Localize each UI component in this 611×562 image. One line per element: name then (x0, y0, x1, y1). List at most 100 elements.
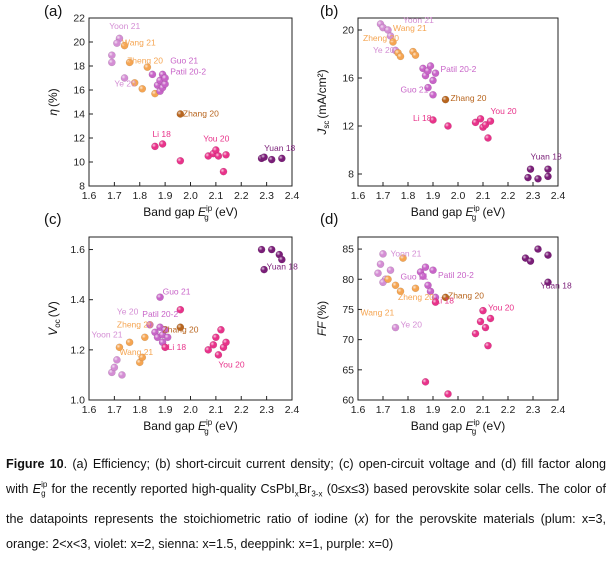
x-tick-label: 2.2 (234, 404, 249, 416)
caption-text-2: for the recently reported high-quality C… (47, 482, 295, 496)
series-annotation: Zheng 20 (127, 56, 163, 66)
data-point-highlight (212, 146, 220, 154)
data-point-highlight (386, 32, 395, 40)
y-tick-label: 1.4 (70, 294, 85, 306)
caption-figure-label: Figure 10 (6, 457, 64, 471)
data-point-highlight (386, 266, 395, 274)
data-point-highlight (219, 168, 228, 176)
data-point-highlight (204, 346, 212, 354)
x-axis-label-unit: (eV) (212, 419, 238, 433)
x-axis-label-unit: (eV) (479, 205, 505, 219)
x-tick-label: 2.0 (183, 404, 198, 416)
series-annotation: Zheng 20 (398, 292, 434, 302)
data-point-highlight (484, 134, 492, 142)
series-annotation: You 20 (491, 106, 517, 116)
series-annotation: Li 18 (413, 113, 432, 123)
y-tick-label: 22 (73, 13, 85, 25)
y-tick-label: 60 (342, 395, 354, 407)
chart-panel-1: (a) 1.6 1.7 1.8 1.9 2.0 2.1 2.2 2.3 2.4 8 10 12 14 16 1… (44, 3, 299, 222)
data-point-highlight (526, 165, 535, 173)
x-tick-label: 2.0 (183, 190, 198, 202)
series-annotation: Patil 20-2 (438, 270, 474, 280)
data-point-highlight (481, 323, 490, 332)
series-annotation: Zhang 20 (163, 324, 199, 334)
x-tick-label: 1.8 (401, 190, 416, 202)
x-tick-label: 1.9 (158, 404, 173, 416)
data-point-highlight (411, 51, 420, 59)
y-tick-label: 65 (342, 364, 354, 376)
series-annotation: Guo 21 (401, 84, 429, 94)
caption-symbol-scripts: ip g (41, 480, 47, 498)
series-annotation: Yoon 21 (109, 21, 140, 31)
x-tick-label: 2.1 (476, 190, 491, 202)
y-tick-label: 12 (342, 121, 354, 133)
series-annotation: Yuan 18 (531, 152, 562, 162)
y-tick-label: 16 (73, 85, 85, 97)
data-point-highlight (212, 333, 220, 341)
x-axis-label-sub: g (472, 427, 476, 436)
x-axis-label-text: Band gap (411, 205, 466, 219)
x-tick-label: 2.3 (259, 190, 274, 202)
x-axis-label: Band gap Eip g (eV) (411, 204, 505, 222)
caption-text-1: . (a) Efficiency; (b) short-circuit curr… (6, 457, 606, 496)
data-point-highlight (526, 257, 535, 265)
x-tick-label: 1.8 (132, 190, 147, 202)
panel-label: (a) (44, 3, 62, 20)
y-axis-label-symbol: V (46, 327, 60, 336)
x-tick-label: 1.8 (132, 404, 147, 416)
caption-symbol-sup: ip (41, 480, 48, 489)
series-annotation: Li 18 (152, 129, 171, 139)
series-annotation: Patil 20-2 (441, 64, 477, 74)
y-axis-label-unit: (mA/cm²) (315, 69, 329, 118)
data-point-highlight (176, 110, 184, 118)
x-axis-label-sub: g (204, 213, 208, 222)
data-point-highlight (278, 154, 286, 162)
data-point-highlight (421, 378, 430, 386)
x-tick-label: 2.1 (209, 404, 224, 416)
x-tick-label: 2.4 (285, 404, 300, 416)
series-annotation: Li 18 (168, 342, 187, 352)
data-point-highlight (214, 152, 223, 160)
x-axis-label-unit: (eV) (212, 205, 238, 219)
data-point-highlight (384, 26, 392, 34)
x-tick-label: 2.3 (526, 404, 541, 416)
x-tick-label: 1.7 (376, 404, 391, 416)
x-axis-label: Band gap Eip g (eV) (143, 418, 237, 436)
data-point-highlight (110, 363, 118, 371)
series-annotation: Ye 20 (114, 78, 136, 88)
series-annotation: Guo 21 (163, 287, 191, 297)
x-tick-label: 2.4 (285, 190, 300, 202)
x-axis-label: Band gap Eip g (eV) (143, 204, 237, 222)
y-tick-label: 85 (342, 244, 354, 256)
x-axis-label-text: Band gap (143, 419, 198, 433)
x-tick-label: 1.8 (401, 404, 416, 416)
y-axis-label: η (%) (46, 88, 60, 115)
data-point-highlight (399, 254, 407, 262)
data-point-highlight (176, 157, 184, 165)
data-point-highlight (391, 281, 400, 289)
series-annotation: Patil 20-2 (170, 66, 206, 76)
series-annotation: Yuan 18 (264, 143, 295, 153)
x-tick-label: 1.6 (351, 190, 366, 202)
x-tick-label: 2.2 (501, 190, 516, 202)
data-point-highlight (260, 266, 268, 274)
series-annotation: Zheng 20 (363, 33, 399, 43)
data-point-highlight (391, 323, 400, 332)
caption-formula-3x: 3-x (311, 489, 323, 499)
figure-10-panels: (a) 1.6 1.7 1.8 1.9 2.0 2.1 2.2 2.3 2.4 8 10 12 14 16 1… (44, 3, 572, 436)
data-point-highlight (429, 91, 437, 99)
y-tick-label: 20 (73, 37, 85, 49)
x-tick-label: 2.0 (451, 404, 466, 416)
series-annotation: Yoon 21 (92, 329, 123, 339)
y-tick-label: 18 (73, 61, 85, 73)
x-tick-label: 2.4 (551, 190, 566, 202)
data-point-highlight (421, 263, 430, 271)
series-annotation: Yuan 18 (267, 262, 298, 272)
caption-formula-br: Br (298, 482, 312, 496)
data-point-highlight (431, 298, 440, 306)
panel-label: (c) (44, 211, 62, 228)
y-tick-label: 75 (342, 304, 354, 316)
series-annotation: Zhang 20 (451, 93, 487, 103)
data-point-highlight (544, 165, 552, 173)
x-axis-label-sup: ip (206, 418, 213, 427)
